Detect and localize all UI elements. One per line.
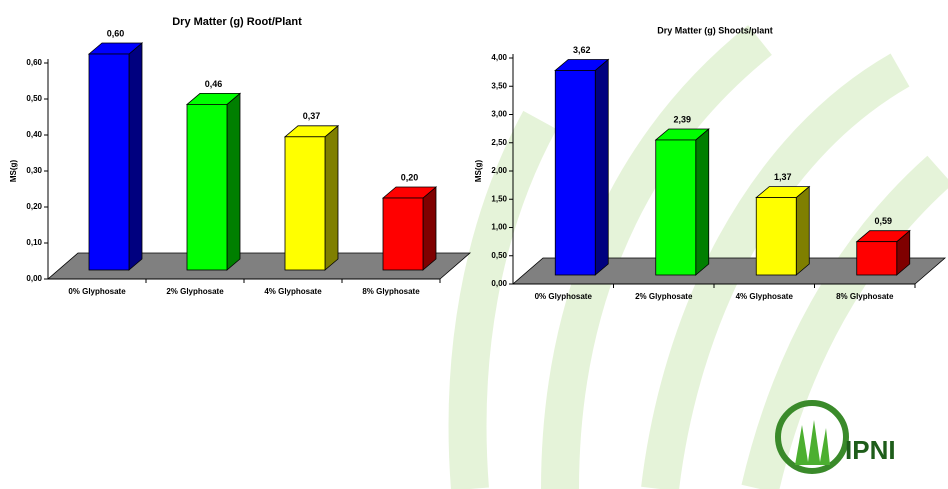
- value-label: 0,59: [874, 216, 892, 226]
- bar: [755, 197, 797, 276]
- y-tick-label: 0,00: [491, 279, 507, 288]
- bar: [284, 136, 326, 271]
- y-tick-label: 1,00: [491, 223, 507, 232]
- x-tick-label: 4% Glyphosate: [264, 287, 322, 296]
- bar-group: [755, 185, 811, 276]
- y-tick-label: 2,00: [491, 166, 507, 175]
- bar: [655, 139, 697, 276]
- chart-title: Dry Matter (g) Root/Plant: [172, 16, 302, 28]
- logo-text: IPNI: [845, 435, 896, 465]
- y-tick-label: 3,00: [491, 110, 507, 119]
- bar-group: [87, 42, 144, 271]
- bar-group: [855, 229, 911, 276]
- bar: [88, 53, 130, 271]
- logo: IPNI: [775, 400, 896, 474]
- value-label: 0,37: [303, 111, 321, 121]
- value-label: 3,62: [573, 45, 591, 55]
- y-tick-label: 0,50: [26, 94, 42, 103]
- bar: [382, 197, 424, 271]
- bar: [186, 104, 228, 271]
- y-tick-label: 0,50: [491, 251, 507, 260]
- logo-ring: [775, 400, 849, 474]
- y-tick-label: 1,50: [491, 194, 507, 203]
- x-tick-label: 2% Glyphosate: [635, 292, 693, 301]
- logo-grass: [795, 420, 830, 465]
- x-tick-label: 8% Glyphosate: [362, 287, 420, 296]
- bar-group: [554, 58, 610, 276]
- x-tick-label: 0% Glyphosate: [535, 292, 593, 301]
- bar: [856, 241, 898, 276]
- y-tick-label: 3,50: [491, 81, 507, 90]
- value-label: 0,60: [107, 28, 125, 38]
- bar-side: [795, 185, 810, 276]
- bar-group: [185, 92, 242, 271]
- bar-side: [594, 58, 609, 276]
- chart: Dry Matter (g) Shoots/plant MS(g) 0,00 0,50…: [474, 25, 947, 301]
- chart: Dry Matter (g) Root/Plant MS(g) 0,00 0,10 0,…: [9, 16, 472, 296]
- bar-group: [283, 124, 340, 271]
- y-tick-label: 0,40: [26, 130, 42, 139]
- value-label: 0,46: [205, 79, 223, 89]
- bar-group: [381, 186, 438, 271]
- bar-side: [324, 124, 339, 271]
- y-axis-label: MS(g): [474, 160, 483, 183]
- value-label: 2,39: [673, 114, 691, 124]
- y-tick-label: 0,20: [26, 202, 42, 211]
- y-tick-label: 0,60: [26, 58, 42, 67]
- bar: [554, 70, 596, 276]
- y-tick-label: 2,50: [491, 138, 507, 147]
- value-label: 0,20: [401, 172, 419, 182]
- bar-side: [128, 42, 143, 271]
- x-tick-label: 0% Glyphosate: [68, 287, 126, 296]
- y-tick-label: 0,00: [26, 274, 42, 283]
- x-tick-label: 8% Glyphosate: [836, 292, 894, 301]
- value-label: 1,37: [774, 172, 792, 182]
- chart-title: Dry Matter (g) Shoots/plant: [657, 25, 773, 35]
- bar-group: [654, 128, 710, 276]
- x-tick-label: 4% Glyphosate: [736, 292, 794, 301]
- y-axis-label: MS(g): [9, 160, 18, 183]
- y-tick-label: 4,00: [491, 53, 507, 62]
- bar-side: [226, 92, 241, 271]
- x-tick-label: 2% Glyphosate: [166, 287, 224, 296]
- bar-side: [422, 186, 437, 271]
- bar-side: [695, 128, 710, 276]
- y-tick-label: 0,10: [26, 238, 42, 247]
- y-tick-label: 0,30: [26, 166, 42, 175]
